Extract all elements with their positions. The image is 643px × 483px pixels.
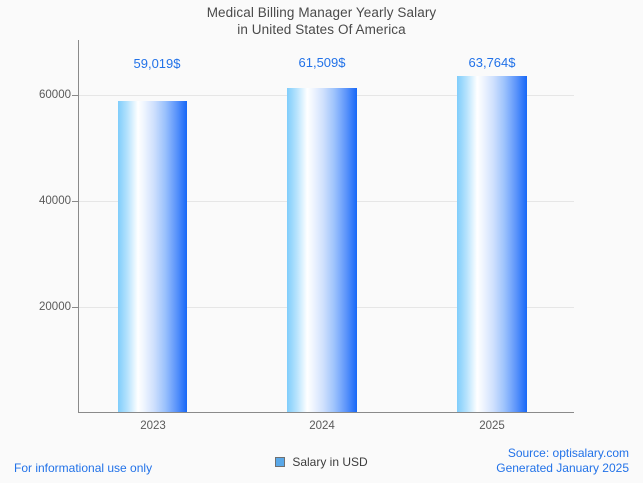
source-info: Source: optisalary.com Generated January… [496, 446, 629, 476]
x-tick-label-2023: 2023 [140, 420, 166, 432]
y-tick-mark-20000 [72, 307, 78, 308]
chart-title-line-1: Medical Billing Manager Yearly Salary [206, 5, 437, 20]
chart-title: Medical Billing Manager Yearly Salary in… [0, 4, 643, 38]
chart-legend: Salary in USD [0, 455, 643, 469]
y-tick-label-60000: 60000 [39, 89, 71, 101]
y-tick-mark-60000 [72, 95, 78, 96]
x-axis-line [78, 412, 574, 413]
bar-2025[interactable] [457, 76, 527, 412]
legend-item-label[interactable]: Salary in USD [292, 455, 368, 469]
x-tick-label-2024: 2024 [309, 420, 335, 432]
bar-value-label-2024: 61,509$ [298, 55, 346, 70]
bar-value-label-2023: 59,019$ [133, 56, 181, 71]
plot-area [78, 40, 574, 412]
disclaimer-text: For informational use only [14, 461, 153, 475]
chart-title-line-2: in United States Of America [237, 22, 406, 37]
y-tick-mark-40000 [72, 201, 78, 202]
y-tick-label-20000: 20000 [39, 301, 71, 313]
generated-line: Generated January 2025 [496, 461, 629, 475]
y-axis-line [78, 40, 79, 413]
bar-value-label-2025: 63,764$ [468, 55, 516, 70]
bar-2023[interactable] [118, 101, 187, 412]
legend-swatch-icon [275, 457, 286, 467]
x-tick-label-2025: 2025 [479, 420, 505, 432]
bar-2024[interactable] [287, 88, 357, 412]
source-line: Source: optisalary.com [507, 446, 629, 460]
y-tick-label-40000: 40000 [39, 195, 71, 207]
